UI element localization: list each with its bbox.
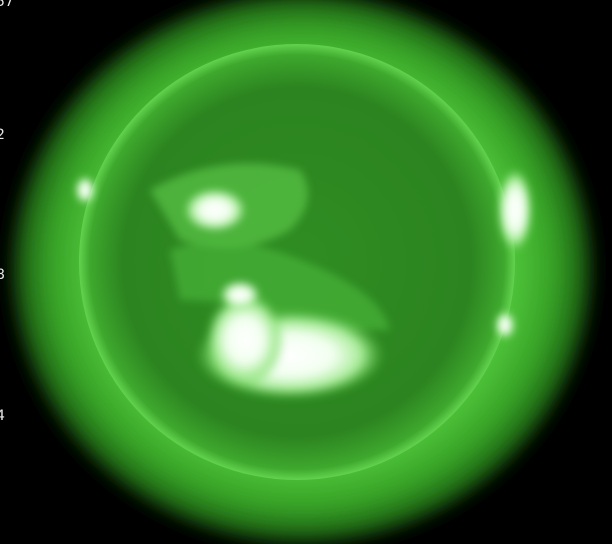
edge-label: 57 <box>0 0 14 10</box>
edge-label: 8 <box>0 267 5 283</box>
active-regions <box>75 163 533 400</box>
edge-label: 4 <box>0 408 5 424</box>
edge-label: 2 <box>0 127 5 143</box>
